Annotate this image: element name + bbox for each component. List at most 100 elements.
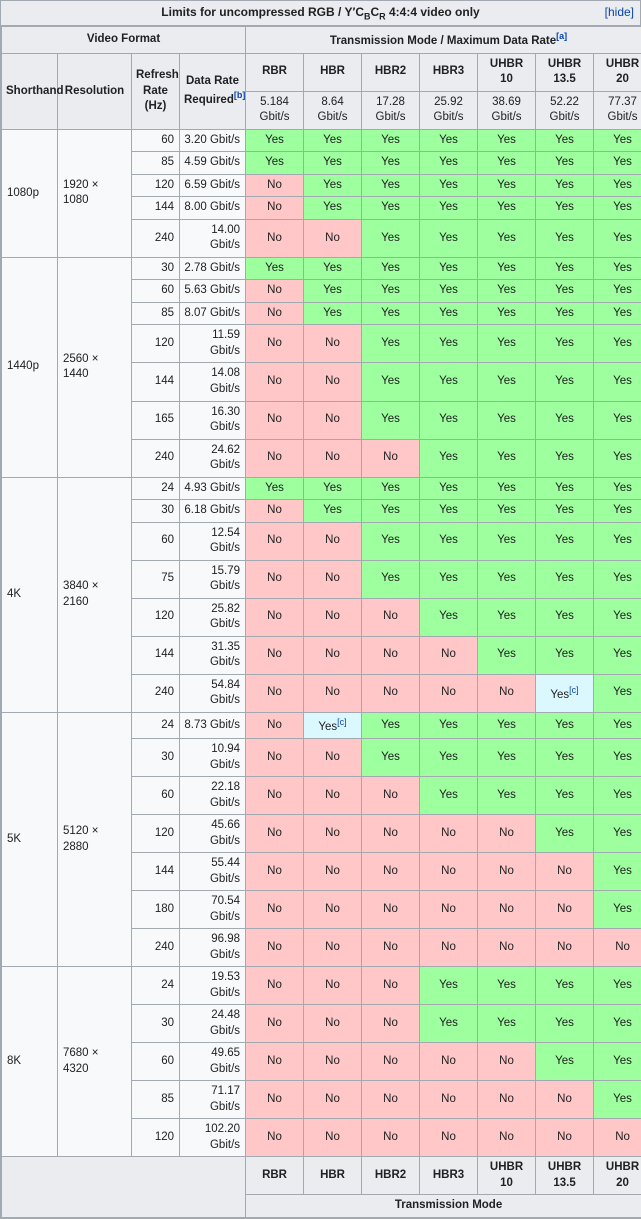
cell-value: Yes: [594, 152, 641, 175]
cell-value: Yes: [362, 712, 420, 738]
cell-value: No: [536, 1119, 594, 1157]
cell-value: Yes: [594, 522, 641, 560]
note-b[interactable]: [b]: [234, 90, 246, 100]
cell-value: Yes: [478, 777, 536, 815]
note-a[interactable]: [a]: [556, 31, 567, 41]
table-row: 5K5120 × 2880248.73 Gbit/sNoYes[c]YesYes…: [2, 712, 641, 738]
cell-value: Yes: [478, 500, 536, 523]
cell-value: Yes: [594, 500, 641, 523]
cell-value: Yes: [594, 853, 641, 891]
cell-value: Yes: [536, 439, 594, 477]
cell-hz: 30: [132, 500, 180, 523]
cell-hz: 120: [132, 1119, 180, 1157]
cell-resolution: 3840 × 2160: [58, 477, 132, 712]
header-mode-rbr: RBR: [246, 53, 304, 91]
cell-value: No: [246, 967, 304, 1005]
cell-value: Yes: [246, 477, 304, 500]
cell-shorthand: 1440p: [2, 257, 58, 477]
cell-rate: 19.53 Gbit/s: [180, 967, 246, 1005]
cell-value: Yes: [594, 280, 641, 303]
cell-value: No: [362, 598, 420, 636]
cell-value: No: [478, 891, 536, 929]
cell-value: No: [246, 522, 304, 560]
cell-value: Yes: [304, 197, 362, 220]
cell-value: Yes: [536, 302, 594, 325]
cell-value: Yes: [362, 174, 420, 197]
cell-value: No: [478, 853, 536, 891]
cell-value: Yes: [536, 1005, 594, 1043]
cell-shorthand: 1080p: [2, 129, 58, 257]
cell-rate: 3.20 Gbit/s: [180, 129, 246, 152]
cell-value: No: [304, 325, 362, 363]
cell-value: No: [246, 1119, 304, 1157]
cell-rate: 15.79 Gbit/s: [180, 560, 246, 598]
cell-value: No: [536, 929, 594, 967]
cell-value: Yes: [420, 152, 478, 175]
cell-value: Yes: [536, 500, 594, 523]
cell-value: No: [478, 674, 536, 712]
cell-hz: 60: [132, 129, 180, 152]
cell-value: No: [478, 1081, 536, 1119]
cell-value: No: [246, 439, 304, 477]
cell-value: No: [246, 302, 304, 325]
header-mode-uhbr10: UHBR 10: [478, 53, 536, 91]
cell-value: No: [304, 815, 362, 853]
cell-value: No: [304, 560, 362, 598]
cell-value: No: [304, 1005, 362, 1043]
hide-link[interactable]: [hide]: [605, 5, 634, 19]
cell-value: No: [594, 1119, 641, 1157]
cell-value: No: [246, 891, 304, 929]
cell-rate: 70.54 Gbit/s: [180, 891, 246, 929]
header-mode-uhbr13.5: UHBR 13.5: [536, 53, 594, 91]
cell-value: Yes: [478, 363, 536, 401]
cell-rate: 24.48 Gbit/s: [180, 1005, 246, 1043]
note-c[interactable]: [c]: [569, 685, 579, 695]
cell-hz: 75: [132, 560, 180, 598]
cell-value: No: [362, 1119, 420, 1157]
cell-value: Yes: [536, 522, 594, 560]
footer-mode: HBR3: [420, 1157, 478, 1195]
cell-hz: 85: [132, 302, 180, 325]
cell-value: Yes: [420, 174, 478, 197]
cell-rate: 22.18 Gbit/s: [180, 777, 246, 815]
cell-value: Yes: [420, 500, 478, 523]
cell-hz: 120: [132, 598, 180, 636]
note-c[interactable]: [c]: [337, 717, 347, 727]
footer-blank: [2, 1157, 246, 1218]
cell-value: No: [304, 891, 362, 929]
cell-rate: 8.73 Gbit/s: [180, 712, 246, 738]
cell-value: Yes: [478, 152, 536, 175]
header-mode-uhbr20: UHBR 20: [594, 53, 641, 91]
cell-hz: 60: [132, 280, 180, 303]
cell-value: No: [362, 674, 420, 712]
cell-value: Yes: [246, 257, 304, 280]
header-rate: 77.37 Gbit/s: [594, 91, 641, 129]
cell-value: No: [246, 560, 304, 598]
cell-value: No: [246, 219, 304, 257]
footer-mode: UHBR 20: [594, 1157, 641, 1195]
cell-value: Yes: [594, 1043, 641, 1081]
cell-value: Yes: [304, 129, 362, 152]
cell-value: No: [304, 598, 362, 636]
cell-resolution: 7680 × 4320: [58, 967, 132, 1157]
cell-value: Yes: [362, 257, 420, 280]
footer-mode: RBR: [246, 1157, 304, 1195]
header-mode-hbr: HBR: [304, 53, 362, 91]
cell-hz: 144: [132, 363, 180, 401]
cell-value: No: [304, 777, 362, 815]
cell-resolution: 2560 × 1440: [58, 257, 132, 477]
cell-value: No: [362, 1043, 420, 1081]
cell-value: Yes: [362, 302, 420, 325]
cell-hz: 30: [132, 1005, 180, 1043]
cell-value: No: [536, 891, 594, 929]
cell-value: Yes: [536, 257, 594, 280]
cell-value: Yes: [594, 1005, 641, 1043]
cell-rate: 2.78 Gbit/s: [180, 257, 246, 280]
cell-value: Yes: [362, 477, 420, 500]
header-rate: 17.28 Gbit/s: [362, 91, 420, 129]
cell-rate: 5.63 Gbit/s: [180, 280, 246, 303]
cell-value: No: [304, 1043, 362, 1081]
cell-value: No: [478, 1119, 536, 1157]
cell-shorthand: 4K: [2, 477, 58, 712]
cell-value: No: [304, 1119, 362, 1157]
